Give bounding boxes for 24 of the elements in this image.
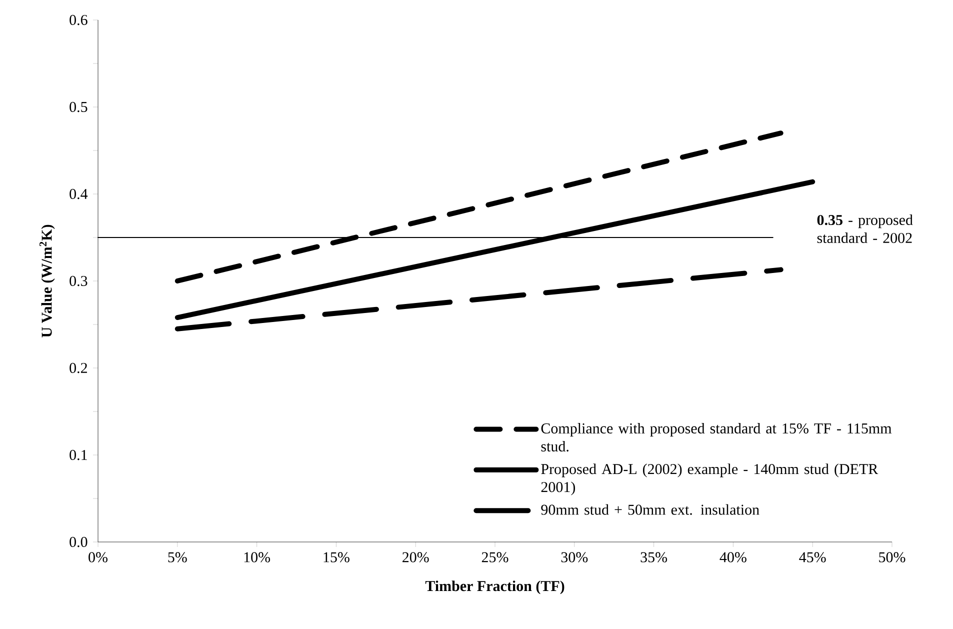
- y-tick-label: 0.4: [70, 188, 88, 200]
- x-tick-label: 35%: [640, 552, 668, 562]
- x-tick-label: 20%: [402, 552, 429, 562]
- y-tick-label: 0.6: [70, 14, 88, 26]
- legend-label: Compliance with proposed standard at 15% TF - 115mm stud.: [541, 422, 892, 452]
- x-tick-label: 5%: [168, 552, 187, 562]
- legend-label: 90mm stud + 50mm ext. insulation: [541, 504, 760, 515]
- y-axis-title: U Value (W/m$^{2}$K): [39, 224, 55, 338]
- x-tick-label: 50%: [879, 552, 906, 562]
- x-tick-label: 15%: [324, 552, 350, 562]
- x-tick-label: 45%: [799, 552, 826, 562]
- x-tick-label: 40%: [720, 552, 746, 562]
- y-tick-label: 0.5: [70, 102, 88, 112]
- y-tick-label: 0.0: [70, 536, 88, 548]
- y-tick-label: 0.1: [70, 450, 87, 460]
- x-tick-label: 30%: [561, 552, 588, 562]
- y-tick-label: 0.2: [70, 362, 87, 374]
- x-tick-label: 25%: [482, 552, 508, 562]
- x-tick-label: 0%: [88, 552, 108, 562]
- y-tick-label: 0.3: [70, 276, 88, 286]
- x-axis-title: Timber Fraction (TF): [425, 580, 564, 594]
- legend-label: Proposed AD-L (2002) example - 140mm stud (DETR 2001): [541, 464, 878, 496]
- x-tick-label: 10%: [244, 552, 270, 562]
- annotation: 0.35 - proposed standard - 2002: [817, 214, 913, 244]
